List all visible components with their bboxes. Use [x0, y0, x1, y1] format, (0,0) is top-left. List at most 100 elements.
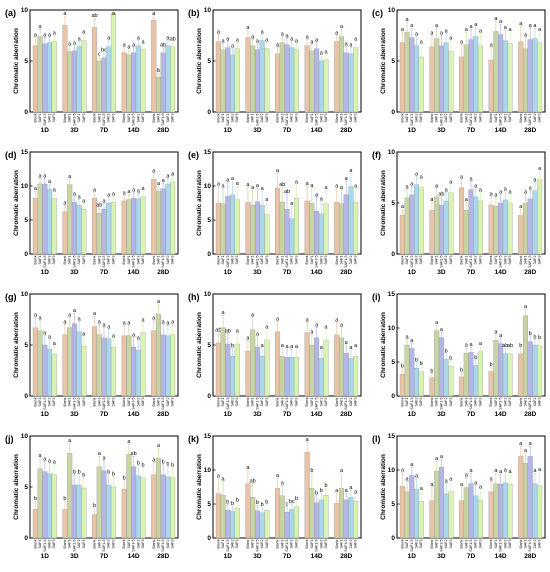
bar: [532, 344, 538, 397]
category-label: SAF3: [235, 398, 239, 407]
significance-letter: a: [261, 29, 265, 35]
significance-letter: a: [415, 31, 419, 37]
significance-letter: b: [320, 488, 323, 494]
bar: [220, 49, 226, 113]
category-label: SAF2: [444, 114, 448, 123]
bar: [155, 458, 161, 539]
category-label: SAF1: [405, 540, 409, 549]
category-label: SAF1: [156, 398, 160, 407]
significance-letter: a: [222, 310, 226, 316]
significance-letter: b: [449, 355, 452, 361]
significance-letter: a: [469, 24, 473, 30]
category-label: SAF3: [354, 256, 358, 265]
y-tick-label: 0: [207, 535, 211, 542]
bar: [121, 52, 127, 113]
category-label: SAF2: [166, 540, 170, 549]
significance-letter: a: [107, 35, 111, 41]
significance-letter: a: [415, 474, 419, 480]
significance-letter: a: [320, 345, 324, 351]
group-label: 14D: [128, 127, 140, 134]
significance-letter: a: [222, 184, 226, 190]
category-label: SAF2: [503, 540, 507, 549]
y-tick-label: 5: [207, 501, 211, 508]
significance-letter: a: [251, 312, 255, 318]
category-label: SAF3: [141, 540, 145, 549]
significance-letter: a: [340, 24, 344, 30]
bar: [131, 52, 137, 113]
significance-letter: a: [533, 23, 537, 29]
category-label: SAF1: [68, 114, 72, 123]
bar: [343, 52, 349, 113]
significance-letter: a: [82, 198, 86, 204]
significance-letter: a: [465, 197, 469, 203]
category-label: SAF3: [508, 398, 512, 407]
category-label: Blank: [519, 397, 523, 406]
chart-panel: (a) Chromatic aberration 0 5 10 a Blank a SAF1 a S…: [5, 7, 179, 134]
group-label: 1D: [41, 411, 50, 418]
significance-letter: a: [295, 38, 299, 44]
significance-letter: a: [162, 178, 166, 184]
significance-letter: b: [420, 361, 423, 367]
group-label: 28D: [524, 127, 536, 134]
bar: [532, 38, 538, 113]
category-label: SAF1: [97, 540, 101, 549]
significance-letter: b: [445, 349, 448, 355]
y-tick-label: 5: [391, 58, 395, 65]
significance-letter: a: [354, 184, 358, 190]
category-label: SAF2: [48, 114, 52, 123]
significance-letter: a: [73, 41, 77, 47]
category-label: SAF1: [251, 256, 255, 265]
bar: [155, 191, 161, 255]
significance-letter: a: [137, 336, 141, 342]
category-label: Blank: [152, 397, 156, 406]
significance-letter: a: [112, 11, 116, 17]
category-label: SAF2: [444, 540, 448, 549]
significance-letter: a: [538, 27, 542, 33]
bar: [245, 37, 251, 113]
category-label: Blank: [430, 539, 434, 548]
bar: [289, 47, 295, 113]
y-tick-label: 15: [21, 149, 29, 156]
bar: [51, 41, 57, 113]
bar: [404, 32, 410, 113]
category-label: SAF2: [474, 114, 478, 123]
category-label: SAF3: [324, 256, 328, 265]
bar: [309, 50, 315, 113]
significance-letter: a: [102, 198, 106, 204]
group-label: 28D: [340, 127, 352, 134]
bar: [522, 463, 528, 539]
group-label: 14D: [128, 553, 140, 560]
significance-letter: a: [410, 462, 414, 468]
bar: [399, 42, 405, 113]
group-label: 28D: [157, 127, 169, 134]
significance-letter: a: [102, 455, 106, 461]
bar: [404, 197, 410, 255]
category-label: SAF3: [82, 398, 86, 407]
significance-letter: a: [524, 448, 528, 454]
category-label: SAF2: [319, 398, 323, 407]
category-label: SAF1-5: [499, 397, 503, 409]
significance-letter: a: [465, 27, 469, 33]
category-label: SAF1: [127, 114, 131, 123]
significance-letter: a: [217, 181, 221, 187]
significance-letter: a: [107, 192, 111, 198]
significance-letter: a: [217, 29, 221, 35]
bar: [434, 330, 440, 397]
significance-letter: a: [236, 37, 240, 43]
chart-panel: (k) Chromatic aberration 0 5 10 15 a Blank a SAF1…: [188, 433, 362, 560]
significance-letter: a: [157, 299, 161, 305]
category-label: SAF1: [523, 256, 527, 265]
significance-letter: a: [123, 320, 127, 326]
category-label: SAF3: [171, 256, 175, 265]
significance-letter: a: [98, 319, 102, 325]
category-label: Blank: [489, 255, 493, 264]
significance-letter: a: [39, 453, 43, 459]
significance-letter: a: [246, 465, 250, 471]
significance-letter: a: [310, 330, 314, 336]
significance-letter: a: [82, 29, 86, 35]
category-label: SAF1: [405, 398, 409, 407]
significance-letter: a: [276, 168, 280, 174]
category-label: Blank: [460, 539, 464, 548]
category-label: Blank: [122, 397, 126, 406]
significance-letter: a: [494, 193, 498, 199]
